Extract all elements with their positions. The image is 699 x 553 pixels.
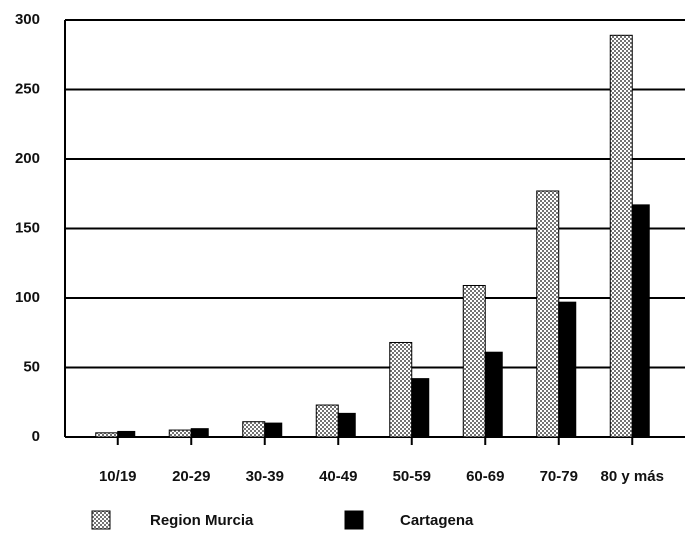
y-tick-label: 250 bbox=[15, 80, 40, 97]
bar-pattern bbox=[389, 342, 412, 437]
legend-swatch bbox=[344, 510, 364, 530]
x-tick-label: 30-39 bbox=[246, 468, 284, 485]
bar-pattern bbox=[242, 421, 265, 437]
bar-pattern bbox=[95, 432, 118, 437]
x-tick-label: 10/19 bbox=[99, 468, 137, 485]
legend-swatch-pattern bbox=[92, 511, 110, 529]
x-tick-label: 70-79 bbox=[540, 468, 578, 485]
bar bbox=[631, 204, 650, 438]
y-tick-label: 300 bbox=[15, 11, 40, 28]
y-tick-label: 150 bbox=[15, 219, 40, 236]
bar-pattern bbox=[169, 430, 192, 437]
x-tick-label: 60-69 bbox=[466, 468, 504, 485]
x-tick-label: 40-49 bbox=[319, 468, 357, 485]
bar-pattern bbox=[536, 190, 559, 437]
bar-pattern bbox=[463, 285, 486, 437]
x-tick-label: 20-29 bbox=[172, 468, 210, 485]
x-tick-label: 80 y más bbox=[601, 468, 664, 485]
y-tick-label: 200 bbox=[15, 150, 40, 167]
bar bbox=[190, 428, 209, 438]
y-tick-label: 0 bbox=[32, 428, 40, 445]
bar-pattern bbox=[316, 405, 339, 437]
y-tick-label: 100 bbox=[15, 289, 40, 306]
bar bbox=[411, 378, 430, 438]
legend-label: Region Murcia bbox=[150, 512, 254, 529]
y-tick-label: 50 bbox=[23, 358, 40, 375]
legend-label: Cartagena bbox=[400, 512, 474, 529]
bar-pattern bbox=[610, 35, 633, 437]
bar bbox=[117, 430, 136, 438]
bar bbox=[337, 412, 356, 438]
bar bbox=[484, 351, 503, 438]
bar bbox=[264, 422, 283, 438]
x-tick-label: 50-59 bbox=[393, 468, 431, 485]
bar bbox=[558, 301, 577, 438]
